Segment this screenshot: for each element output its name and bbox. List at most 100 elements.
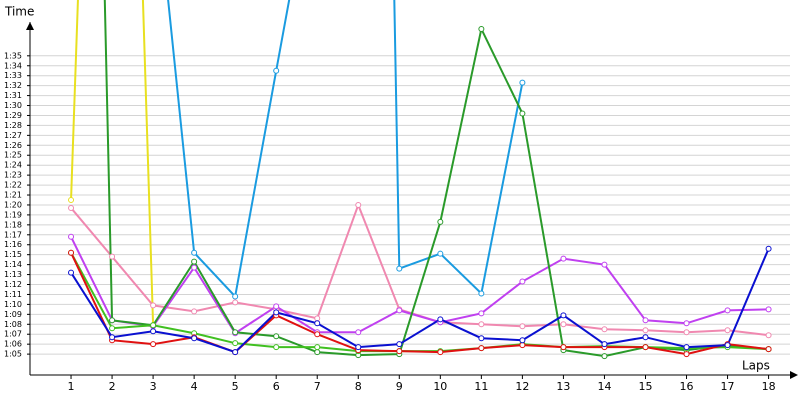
y-tick-label: 1:05 [4, 350, 22, 359]
point [314, 349, 321, 356]
x-tick-label: 12 [515, 380, 529, 393]
x-tick-label: 15 [638, 380, 652, 393]
point [437, 250, 444, 257]
point [765, 306, 772, 313]
y-tick-label: 1:18 [4, 220, 22, 229]
point [355, 201, 362, 208]
y-tick-label: 1:13 [4, 270, 22, 279]
point [314, 320, 321, 327]
point [765, 346, 772, 353]
series-line [70, 252, 769, 353]
point [519, 79, 526, 86]
y-tick-label: 1:20 [4, 200, 22, 209]
point [68, 233, 75, 240]
point [109, 325, 116, 332]
series-line [70, 252, 769, 356]
x-tick-label: 3 [150, 380, 157, 393]
point [683, 351, 690, 358]
point [765, 245, 772, 252]
y-tick-label: 1:23 [4, 171, 22, 180]
point [724, 327, 731, 334]
y-tick-label: 1:35 [4, 51, 22, 60]
point [273, 303, 280, 310]
point [355, 344, 362, 351]
point [724, 342, 731, 349]
point [519, 342, 526, 349]
y-tick-label: 1:07 [4, 330, 22, 339]
point [396, 341, 403, 348]
point [396, 265, 403, 272]
y-tick-label: 1:22 [4, 181, 22, 190]
point [150, 328, 157, 335]
point [355, 329, 362, 336]
point [68, 196, 75, 203]
point [601, 261, 608, 268]
y-tick-label: 1:15 [4, 250, 22, 259]
y-tick-label: 1:28 [4, 121, 22, 130]
point [68, 249, 75, 256]
y-tick-label: 1:12 [4, 280, 22, 289]
x-tick-label: 4 [191, 380, 198, 393]
point [478, 345, 485, 352]
point [478, 310, 485, 317]
point [232, 340, 239, 347]
y-tick-label: 1:10 [4, 300, 22, 309]
series-line [167, 0, 524, 299]
grid [27, 55, 790, 379]
x-axis-label: Laps [742, 359, 770, 373]
y-tick-label: 1:33 [4, 71, 22, 80]
y-tick-label: 1:29 [4, 111, 22, 120]
point [273, 344, 280, 351]
x-tick-label: 7 [314, 380, 321, 393]
point [601, 353, 608, 360]
series-line [70, 236, 769, 335]
x-tick-label: 17 [721, 380, 735, 393]
y-tick-label: 1:19 [4, 210, 22, 219]
point [109, 334, 116, 341]
point [642, 327, 649, 334]
y-tick-label: 1:21 [4, 191, 22, 200]
point [232, 349, 239, 356]
point [560, 344, 567, 351]
y-tick-label: 1:09 [4, 310, 22, 319]
x-tick-label: 10 [433, 380, 447, 393]
point [519, 110, 526, 117]
point [519, 323, 526, 330]
point [150, 302, 157, 309]
point [232, 299, 239, 306]
point [68, 204, 75, 211]
point [437, 316, 444, 323]
x-tick-label: 5 [232, 380, 239, 393]
y-tick-label: 1:11 [4, 290, 22, 299]
plot-area [68, 0, 772, 360]
x-tick-label: 13 [556, 380, 570, 393]
point [683, 329, 690, 336]
point [191, 249, 198, 256]
y-tick-label: 1:26 [4, 141, 22, 150]
point [273, 309, 280, 316]
point [232, 329, 239, 336]
point [273, 67, 280, 74]
y-tick-label: 1:27 [4, 131, 22, 140]
point [396, 348, 403, 355]
point [191, 335, 198, 342]
point [109, 317, 116, 324]
y-tick-label: 1:31 [4, 91, 22, 100]
point [191, 308, 198, 315]
point [519, 278, 526, 285]
point [601, 326, 608, 333]
point [314, 331, 321, 338]
y-axis-label: Time [4, 5, 34, 19]
x-tick-label: 1 [68, 380, 75, 393]
y-tick-label: 1:16 [4, 240, 22, 249]
x-tick-label: 11 [474, 380, 488, 393]
y-tick-label: 1:08 [4, 320, 22, 329]
y-tick-label: 1:24 [4, 161, 22, 170]
point [314, 315, 321, 322]
x-tick-label: 14 [597, 380, 611, 393]
y-tick-label: 1:25 [4, 151, 22, 160]
y-tick-label: 1:17 [4, 230, 22, 239]
x-tick-label: 8 [355, 380, 362, 393]
point [437, 349, 444, 356]
x-tick-label: 18 [762, 380, 776, 393]
